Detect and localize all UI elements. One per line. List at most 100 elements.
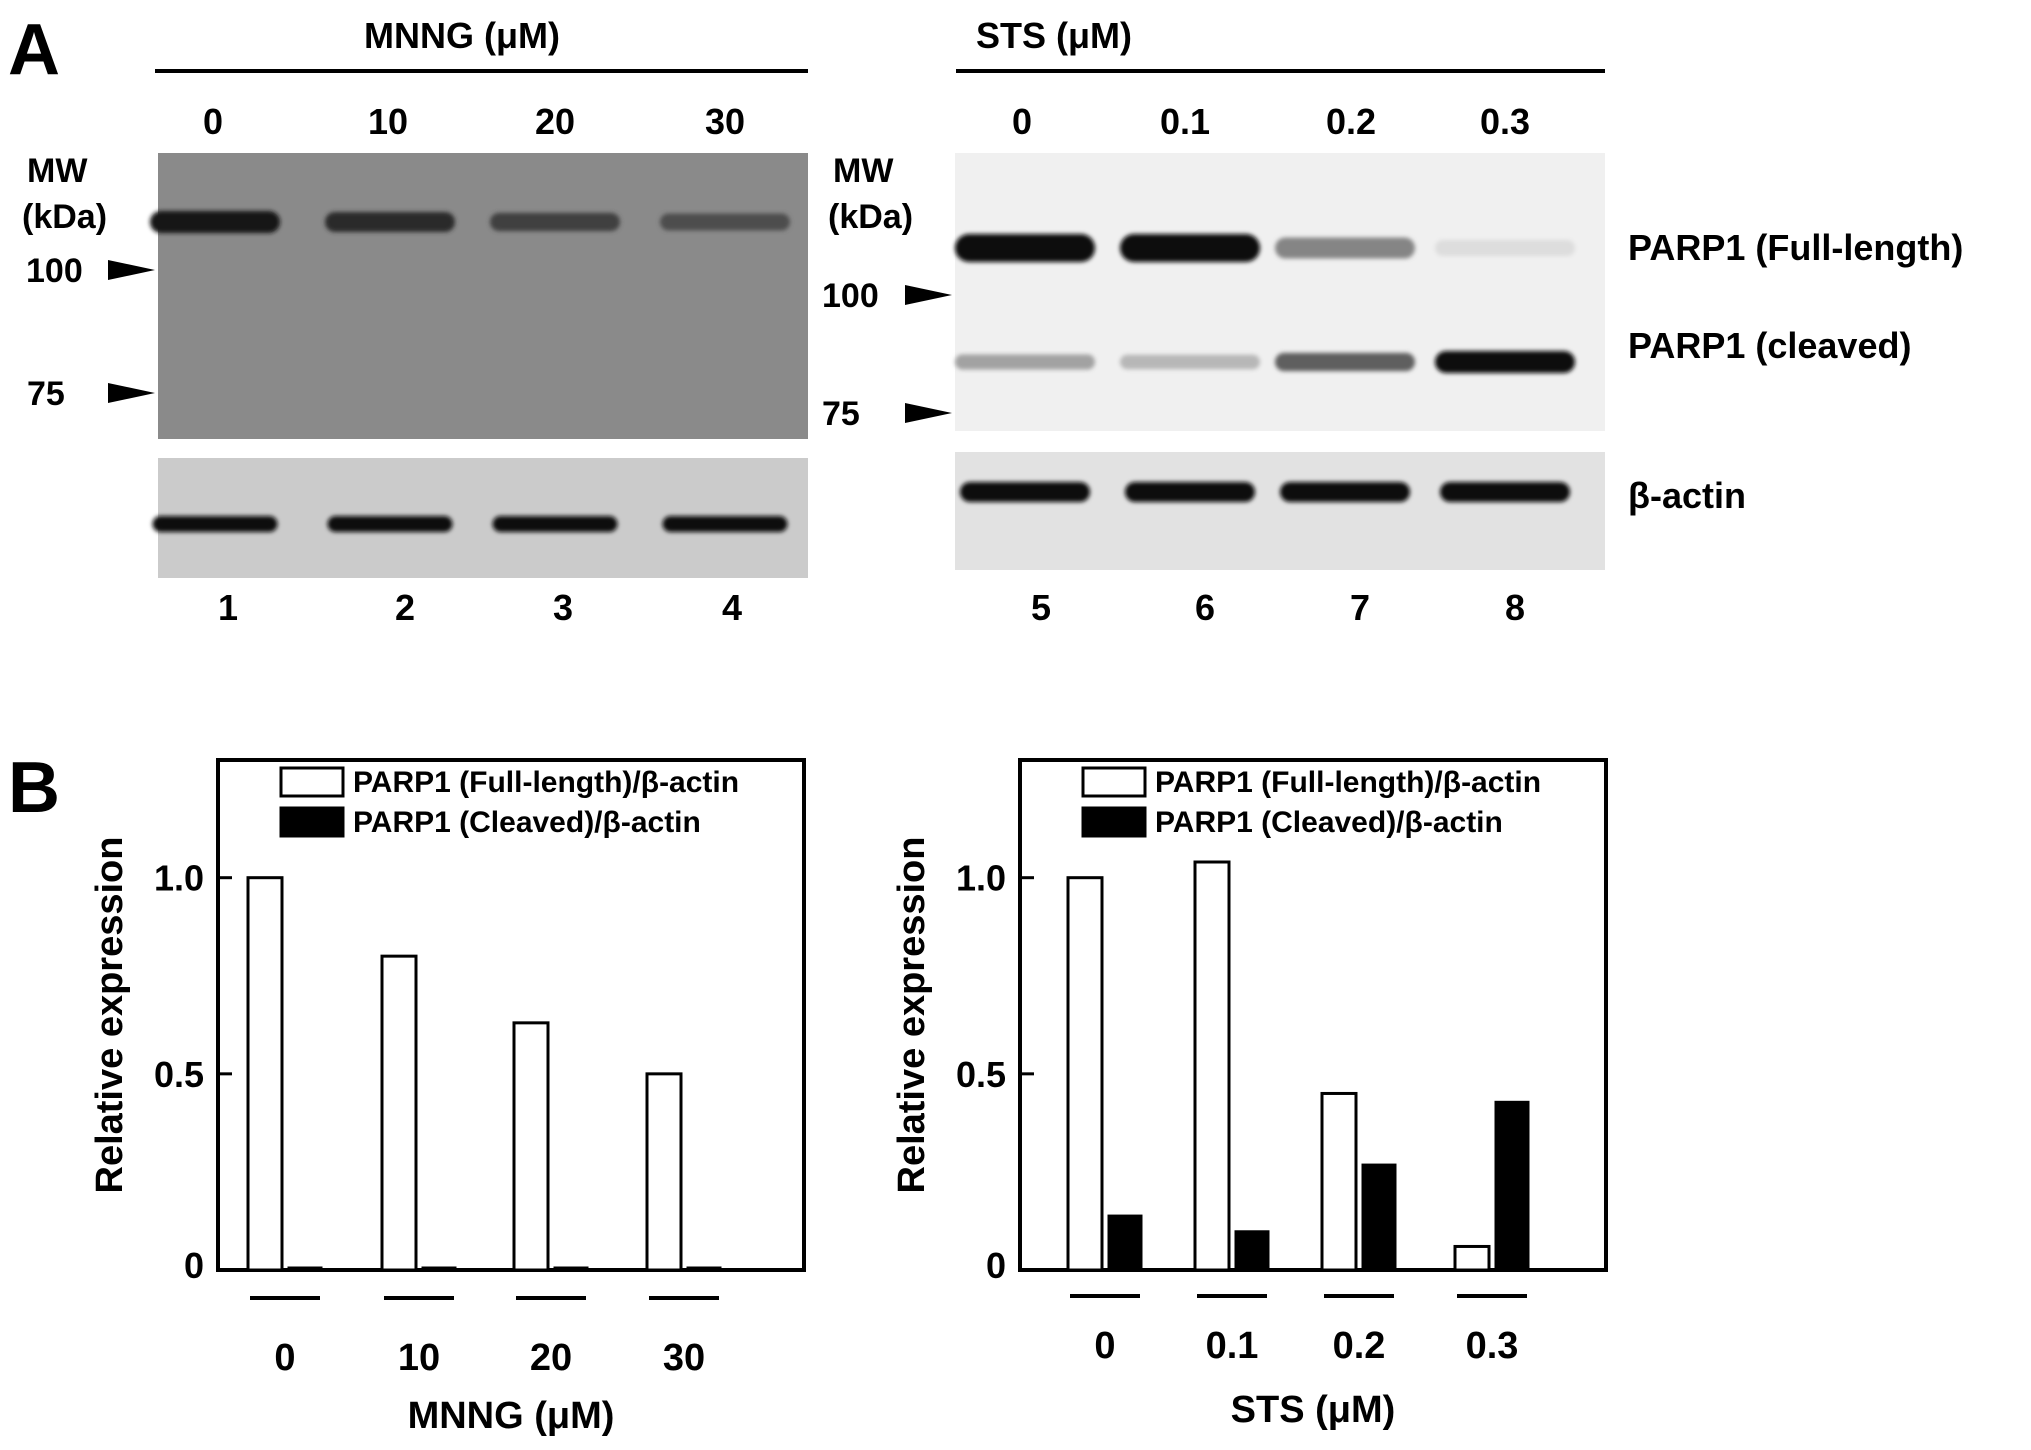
marker-arrow-75-right (905, 403, 952, 423)
sts-actin-band-1 (960, 482, 1090, 502)
y-axis-label: Relative expression (89, 837, 131, 1194)
bar-cleaved-4 (1494, 1100, 1530, 1271)
sts-lane-numbers: 5 6 7 8 (1031, 587, 1525, 628)
y-tick-label: 0.5 (956, 1054, 1006, 1095)
mnng-full-band-2 (325, 211, 455, 233)
bar-cleaved-2 (421, 1266, 457, 1271)
x-tick-label-2: 0.1 (1206, 1325, 1259, 1367)
mnng-parp1-blot (158, 153, 808, 439)
mnng-actin-band-4 (662, 516, 788, 532)
sts-cleaved-bands (955, 351, 1575, 373)
chart-mnng: 0 0.5 1.0 0 10 20 30 MNNG (μM) Relative expressi… (89, 758, 806, 1437)
sts-dose-2: 0.1 (1160, 101, 1210, 142)
bar-cleaved-3 (553, 1266, 589, 1271)
band-label-actin: β-actin (1628, 475, 1746, 516)
mnng-header: MNNG (μM) (364, 15, 560, 56)
bar-full-length-2 (1193, 860, 1231, 1272)
sts-actin-band-4 (1440, 482, 1570, 502)
sts-full-length-bands (955, 234, 1575, 262)
bar-cleaved-2 (1234, 1230, 1270, 1271)
legend-swatch-1 (279, 766, 345, 798)
plot-frame (1018, 758, 1608, 1272)
sts-lane-2: 6 (1195, 587, 1215, 628)
plot-frame (216, 758, 806, 1272)
marker-100-right: 100 (822, 277, 879, 315)
kda-label-right: (kDa) (828, 198, 913, 236)
sts-actin-band-2 (1125, 482, 1255, 502)
bar-full-length-1 (246, 876, 284, 1272)
bar-full-length-4 (645, 1072, 683, 1272)
sts-parp1-blot (955, 153, 1605, 431)
sts-lane-1: 5 (1031, 587, 1051, 628)
legend-swatch-2 (1081, 806, 1147, 838)
y-tick-label: 1.0 (956, 858, 1006, 899)
sts-dose-labels: 0 0.1 0.2 0.3 (1012, 101, 1530, 142)
x-tick-label-2: 10 (398, 1337, 440, 1379)
bar-full-length-2 (380, 954, 418, 1272)
marker-100-left: 100 (26, 252, 83, 290)
x-tick-label-1: 0 (1094, 1325, 1115, 1367)
sts-full-band-3 (1275, 237, 1415, 259)
sts-actin-blot (955, 452, 1605, 570)
mnng-lane-numbers: 1 2 3 4 (218, 587, 742, 628)
y-tick-label: 1.0 (154, 858, 204, 899)
sts-header: STS (μM) (976, 15, 1132, 56)
bar-full-length-1 (1066, 876, 1104, 1272)
bar-full-length-3 (1320, 1091, 1358, 1272)
legend-swatch-1 (1081, 766, 1147, 798)
marker-75-left: 75 (27, 375, 65, 413)
x-axis-label: MNNG (μM) (408, 1395, 615, 1437)
x-tick-label-3: 20 (530, 1337, 572, 1379)
sts-actin-band-3 (1280, 482, 1410, 502)
mnng-lane-1: 1 (218, 587, 238, 628)
mnng-dose-2: 10 (368, 101, 408, 142)
band-label-full-length: PARP1 (Full-length) (1628, 227, 1963, 268)
mnng-actin-band-1 (152, 516, 278, 532)
mnng-actin-bands (152, 516, 788, 532)
mnng-dose-4: 30 (705, 101, 745, 142)
marker-75-right: 75 (822, 395, 860, 433)
sts-full-band-1 (955, 234, 1095, 262)
mnng-dose-1: 0 (203, 101, 223, 142)
y-tick-label: 0 (184, 1245, 204, 1286)
legend-label-2: PARP1 (Cleaved)/β-actin (353, 806, 701, 839)
sts-dose-3: 0.2 (1326, 101, 1376, 142)
bar-cleaved-1 (1107, 1214, 1143, 1271)
x-axis-label: STS (μM) (1231, 1389, 1396, 1431)
sts-cleaved-band-4 (1435, 351, 1575, 373)
band-label-cleaved: PARP1 (cleaved) (1628, 325, 1911, 366)
y-tick-label: 0.5 (154, 1054, 204, 1095)
mnng-full-band-3 (490, 212, 620, 232)
x-tick-label-4: 30 (663, 1337, 705, 1379)
sts-actin-bands (960, 482, 1570, 502)
marker-arrow-100-left (108, 260, 155, 280)
chart-sts: 0 0.5 1.0 0 0.1 0.2 0.3 STS (μM) Relative expres… (891, 758, 1608, 1431)
sts-lane-4: 8 (1505, 587, 1525, 628)
sts-dose-1: 0 (1012, 101, 1032, 142)
mw-label-right: MW (833, 152, 894, 190)
legend-label-1: PARP1 (Full-length)/β-actin (353, 766, 739, 799)
sts-cleaved-band-1 (955, 354, 1095, 370)
y-tick-label: 0 (986, 1245, 1006, 1286)
panel-b-label: B (8, 748, 60, 828)
bar-cleaved-4 (686, 1266, 722, 1271)
bar-cleaved-3 (1361, 1163, 1397, 1271)
bar-full-length-4 (1453, 1244, 1491, 1272)
sts-full-band-2 (1120, 234, 1260, 262)
sts-cleaved-band-3 (1275, 352, 1415, 372)
marker-arrow-75-left (108, 383, 155, 403)
sts-dose-4: 0.3 (1480, 101, 1530, 142)
mw-label-left: MW (27, 152, 88, 190)
mnng-lane-2: 2 (395, 587, 415, 628)
bar-full-length-3 (512, 1021, 550, 1272)
mnng-full-band-4 (660, 213, 790, 231)
mnng-lane-4: 4 (722, 587, 742, 628)
mnng-lane-3: 3 (553, 587, 573, 628)
mnng-dose-labels: 0 10 20 30 (203, 101, 745, 142)
legend-swatch-2 (279, 806, 345, 838)
y-axis-label: Relative expression (891, 837, 933, 1194)
mnng-full-band-1 (150, 211, 280, 233)
sts-full-band-4 (1435, 239, 1575, 257)
bar-cleaved-1 (287, 1266, 323, 1271)
